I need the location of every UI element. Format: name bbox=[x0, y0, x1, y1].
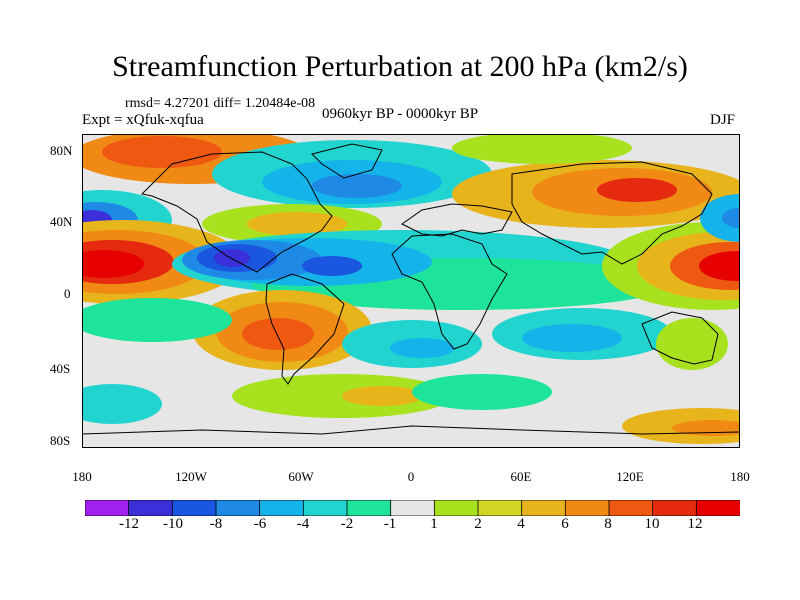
colorbar-swatch bbox=[302, 500, 348, 516]
lat-label-40n: 40N bbox=[50, 214, 73, 229]
negative-anomaly bbox=[312, 174, 402, 198]
negative-anomaly bbox=[214, 249, 250, 267]
colorbar-label: 1 bbox=[430, 516, 438, 532]
time-period-label: 0960kyr BP - 0000kyr BP bbox=[322, 106, 479, 122]
colorbar-swatch bbox=[346, 500, 392, 516]
colorbar bbox=[85, 500, 740, 516]
lat-label-80s: 80S bbox=[50, 433, 71, 448]
negative-anomaly bbox=[82, 298, 232, 342]
positive-anomaly bbox=[82, 250, 144, 278]
colorbar-swatch bbox=[85, 500, 130, 516]
lat-label-40s: 40S bbox=[50, 361, 71, 376]
lon-label-60w: 60W bbox=[288, 469, 314, 484]
lat-label-0: 0 bbox=[64, 286, 71, 301]
colorbar-label: 2 bbox=[474, 516, 482, 532]
colorbar-swatch bbox=[433, 500, 479, 516]
positive-anomaly bbox=[597, 178, 677, 202]
greenland-coast bbox=[311, 143, 383, 179]
experiment-label: Expt = xQfuk-xqfua bbox=[82, 112, 204, 128]
colorbar-swatch bbox=[695, 500, 740, 516]
colorbar-label: 6 bbox=[561, 516, 569, 532]
positive-anomaly bbox=[342, 386, 422, 406]
lon-label-180w: 180 bbox=[72, 469, 92, 484]
negative-anomaly bbox=[722, 208, 740, 228]
south-america-coast bbox=[265, 273, 345, 385]
africa-coast bbox=[391, 233, 508, 350]
lon-label-0: 0 bbox=[407, 469, 415, 484]
colorbar-label: -6 bbox=[253, 516, 267, 532]
negative-anomaly bbox=[412, 374, 552, 410]
positive-anomaly bbox=[452, 134, 632, 164]
positive-anomaly bbox=[242, 318, 314, 350]
colorbar-swatch bbox=[259, 500, 305, 516]
colorbar-label: -2 bbox=[340, 516, 354, 532]
season-label: DJF bbox=[710, 112, 736, 128]
colorbar-swatch bbox=[215, 500, 261, 516]
colorbar-label: 10 bbox=[644, 516, 660, 532]
colorbar-swatch bbox=[390, 500, 436, 516]
north-america-coast bbox=[140, 151, 333, 273]
colorbar-swatch bbox=[564, 500, 610, 516]
colorbar-swatch bbox=[521, 500, 567, 516]
lon-label-60e: 60E bbox=[510, 469, 532, 484]
colorbar-label: 4 bbox=[517, 516, 525, 532]
negative-anomaly bbox=[700, 194, 740, 242]
asia-coast bbox=[511, 161, 713, 265]
australia-coast bbox=[641, 311, 719, 365]
positive-anomaly bbox=[699, 251, 740, 281]
coastline-layer bbox=[82, 143, 740, 435]
colorbar-label: 12 bbox=[687, 516, 703, 532]
positive-anomaly bbox=[102, 136, 222, 168]
negative-anomaly bbox=[82, 384, 162, 424]
negative-anomaly bbox=[302, 256, 362, 276]
colorbar-swatch bbox=[652, 500, 698, 516]
colorbar-label: -10 bbox=[163, 516, 183, 532]
colorbar-label: 8 bbox=[604, 516, 612, 532]
colorbar-label: -12 bbox=[119, 516, 139, 532]
colorbar-swatch bbox=[608, 500, 654, 516]
lon-label-120w: 120W bbox=[175, 469, 207, 484]
lat-label-80n: 80N bbox=[50, 143, 73, 158]
colorbar-label: -4 bbox=[296, 516, 310, 532]
colorbar-label: -8 bbox=[209, 516, 223, 532]
contour-fill-layer bbox=[82, 134, 740, 444]
lon-label-180e: 180 bbox=[730, 469, 750, 484]
negative-anomaly bbox=[522, 324, 622, 352]
page-title: Streamfunction Perturbation at 200 hPa (… bbox=[112, 50, 688, 83]
colorbar-swatch bbox=[477, 500, 523, 516]
negative-anomaly bbox=[390, 338, 454, 358]
map-frame bbox=[82, 134, 740, 448]
colorbar-swatch bbox=[171, 500, 217, 516]
positive-anomaly bbox=[656, 318, 728, 370]
rmsd-diff-stats: rmsd= 4.27201 diff= 1.20484e-08 bbox=[125, 96, 316, 111]
lon-label-120e: 120E bbox=[616, 469, 644, 484]
colorbar-label: -1 bbox=[383, 516, 397, 532]
colorbar-swatch bbox=[128, 500, 174, 516]
antarctica-coast bbox=[82, 425, 740, 435]
streamfunction-map bbox=[82, 134, 740, 448]
